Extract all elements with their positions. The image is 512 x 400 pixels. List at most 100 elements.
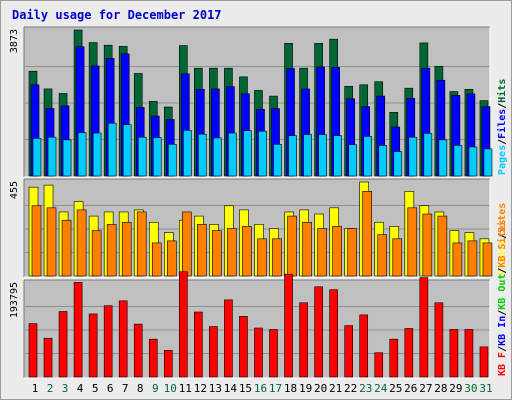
- x-tick-label-day-28: 28: [434, 382, 447, 395]
- bar-sites-day-16: [257, 238, 267, 277]
- legend-item: KB Sites: [496, 219, 508, 267]
- bar-sites-day-23: [362, 190, 373, 277]
- x-tick-label-day-9: 9: [152, 382, 159, 395]
- chart-title: Daily usage for December 2017: [12, 8, 222, 22]
- bar-sites-day-8: [136, 211, 147, 277]
- bar-pages-day-12: [198, 133, 207, 177]
- x-tick-label-day-3: 3: [62, 382, 69, 395]
- bar-kb-f-day-28: [434, 302, 444, 378]
- x-tick-label-day-30: 30: [464, 382, 477, 395]
- bar-kb-f-day-24: [374, 352, 384, 378]
- bar-kb-f-day-10: [163, 350, 173, 378]
- bar-pages-day-19: [303, 134, 312, 177]
- bar-kb-f-day-22: [344, 325, 353, 378]
- bar-kb-f-day-12: [194, 311, 203, 378]
- legend-item: KB In: [497, 316, 508, 346]
- bar-pages-day-31: [483, 148, 493, 177]
- legend-item: /: [497, 139, 508, 145]
- x-tick-label-day-29: 29: [449, 382, 462, 395]
- bar-kb-f-day-29: [449, 329, 459, 378]
- bar-pages-day-1: [32, 138, 42, 177]
- bar-kb-f-day-31: [479, 346, 489, 378]
- x-tick-label-day-13: 13: [209, 382, 222, 395]
- bar-sites-day-11: [182, 211, 192, 277]
- bar-pages-day-7: [122, 124, 132, 177]
- bar-sites-day-13: [212, 230, 222, 277]
- bar-sites-day-20: [317, 228, 327, 277]
- bar-sites-day-24: [377, 234, 388, 277]
- bar-pages-day-24: [378, 145, 388, 177]
- legend-kbytes: KB F/KB In/KB Out/KB Sites: [496, 219, 508, 376]
- max-label-hits-files-pages: 3873: [9, 29, 20, 53]
- bar-pages-day-20: [318, 134, 327, 177]
- bar-kb-f-day-11: [179, 271, 188, 378]
- bar-sites-day-21: [332, 226, 342, 277]
- bar-pages-day-22: [348, 144, 357, 177]
- bar-pages-day-3: [62, 139, 72, 177]
- bar-pages-day-27: [423, 133, 433, 177]
- x-tick-label-day-24: 24: [374, 382, 388, 395]
- bar-pages-day-21: [333, 135, 342, 177]
- bar-sites-day-15: [242, 226, 252, 277]
- x-tick-label-day-27: 27: [419, 382, 432, 395]
- legend-item: /: [497, 103, 508, 109]
- bar-sites-day-10: [166, 240, 177, 277]
- bar-sites-day-17: [272, 238, 282, 277]
- max-label-kbytes: 193795: [9, 282, 20, 318]
- bar-sites-day-9: [151, 242, 162, 277]
- bar-kb-f-day-27: [419, 277, 429, 378]
- bar-pages-day-15: [243, 130, 252, 177]
- bar-pages-day-10: [167, 144, 177, 177]
- legend-item: /: [497, 233, 508, 239]
- bar-sites-day-3: [61, 219, 72, 277]
- bar-pages-day-29: [453, 145, 463, 177]
- bar-pages-day-26: [408, 136, 418, 177]
- x-tick-label-day-16: 16: [254, 382, 267, 395]
- bar-pages-day-30: [468, 146, 478, 177]
- x-tick-label-day-2: 2: [47, 382, 54, 395]
- legend-item: /: [497, 310, 508, 316]
- max-label-visits-sites: 455: [9, 181, 20, 199]
- bar-kb-f-day-16: [254, 327, 263, 378]
- bar-kb-f-day-8: [133, 323, 143, 378]
- x-tick-label-day-1: 1: [32, 382, 39, 395]
- bar-kb-f-day-25: [389, 338, 399, 378]
- legend-item: KB Out: [497, 274, 508, 310]
- x-tick-label-day-20: 20: [314, 382, 327, 395]
- x-tick-label-day-25: 25: [389, 382, 402, 395]
- x-tick-label-day-8: 8: [137, 382, 144, 395]
- bar-pages-day-18: [288, 135, 297, 177]
- bar-pages-day-16: [258, 130, 267, 177]
- x-tick-label-day-26: 26: [404, 382, 417, 395]
- bar-pages-day-2: [47, 136, 57, 177]
- bar-sites-day-6: [106, 224, 117, 277]
- x-tick-label-day-6: 6: [107, 382, 114, 395]
- legend-item: Hits: [496, 79, 508, 103]
- bar-kb-f-day-3: [58, 311, 68, 378]
- bar-sites-day-14: [227, 228, 237, 277]
- bar-pages-day-5: [92, 132, 102, 177]
- legend-item: /: [497, 268, 508, 274]
- bar-sites-day-5: [91, 230, 102, 277]
- bar-kb-f-day-26: [404, 328, 414, 378]
- x-tick-label-day-23: 23: [359, 382, 372, 395]
- bar-sites-day-31: [482, 242, 493, 277]
- bar-sites-day-4: [76, 209, 87, 277]
- bar-sites-day-7: [121, 221, 132, 277]
- x-tick-label-day-18: 18: [284, 382, 297, 395]
- bar-pages-day-25: [393, 151, 403, 177]
- bar-pages-day-8: [137, 136, 147, 177]
- legend-item: KB F: [497, 352, 508, 376]
- legend-visits-sites: Visits/Sites: [496, 203, 508, 275]
- legend-hits-files-pages: Pages/Files/Hits: [496, 79, 508, 175]
- bar-kb-f-day-17: [269, 329, 278, 378]
- x-tick-label-day-5: 5: [92, 382, 99, 395]
- bar-kb-f-day-19: [299, 302, 308, 378]
- bar-pages-day-28: [438, 139, 448, 177]
- legend-item: Sites: [496, 203, 508, 233]
- bar-pages-day-11: [183, 130, 192, 177]
- bar-kb-f-day-4: [73, 282, 83, 378]
- bar-pages-day-13: [213, 137, 222, 177]
- bar-pages-day-17: [273, 144, 282, 177]
